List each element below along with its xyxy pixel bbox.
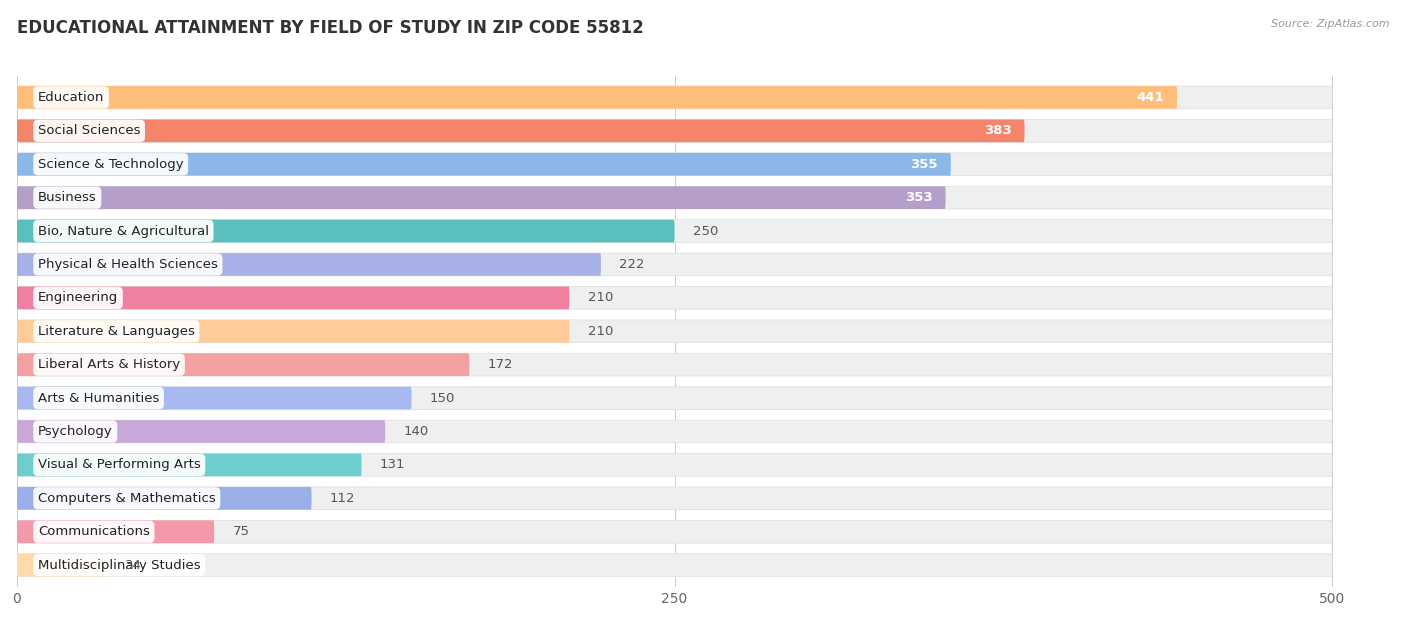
FancyBboxPatch shape xyxy=(17,186,1333,209)
Text: Social Sciences: Social Sciences xyxy=(38,124,141,138)
Text: Bio, Nature & Agricultural: Bio, Nature & Agricultural xyxy=(38,225,209,237)
FancyBboxPatch shape xyxy=(17,320,569,343)
FancyBboxPatch shape xyxy=(17,554,107,577)
Text: 34: 34 xyxy=(125,558,142,572)
Text: 441: 441 xyxy=(1136,91,1164,104)
FancyBboxPatch shape xyxy=(17,487,1333,510)
Text: Communications: Communications xyxy=(38,525,150,538)
FancyBboxPatch shape xyxy=(17,86,1333,109)
Text: EDUCATIONAL ATTAINMENT BY FIELD OF STUDY IN ZIP CODE 55812: EDUCATIONAL ATTAINMENT BY FIELD OF STUDY… xyxy=(17,19,644,37)
FancyBboxPatch shape xyxy=(17,554,1333,577)
FancyBboxPatch shape xyxy=(17,487,312,510)
FancyBboxPatch shape xyxy=(17,286,569,309)
FancyBboxPatch shape xyxy=(17,387,1333,410)
Text: Computers & Mathematics: Computers & Mathematics xyxy=(38,492,215,505)
Text: Physical & Health Sciences: Physical & Health Sciences xyxy=(38,258,218,271)
Text: 131: 131 xyxy=(380,458,405,471)
Text: Literature & Languages: Literature & Languages xyxy=(38,325,195,338)
Text: 112: 112 xyxy=(330,492,356,505)
Text: Arts & Humanities: Arts & Humanities xyxy=(38,392,159,404)
FancyBboxPatch shape xyxy=(17,253,1333,276)
FancyBboxPatch shape xyxy=(17,353,470,376)
Text: Science & Technology: Science & Technology xyxy=(38,158,184,171)
Text: 353: 353 xyxy=(905,191,932,204)
FancyBboxPatch shape xyxy=(17,454,361,476)
Text: Visual & Performing Arts: Visual & Performing Arts xyxy=(38,458,201,471)
FancyBboxPatch shape xyxy=(17,286,1333,309)
Text: 355: 355 xyxy=(910,158,938,171)
Text: 222: 222 xyxy=(619,258,645,271)
FancyBboxPatch shape xyxy=(17,454,1333,476)
Text: 150: 150 xyxy=(430,392,456,404)
FancyBboxPatch shape xyxy=(17,119,1333,142)
FancyBboxPatch shape xyxy=(17,119,1025,142)
FancyBboxPatch shape xyxy=(17,387,412,410)
Text: Education: Education xyxy=(38,91,104,104)
Text: Source: ZipAtlas.com: Source: ZipAtlas.com xyxy=(1271,19,1389,29)
Text: 250: 250 xyxy=(693,225,718,237)
FancyBboxPatch shape xyxy=(17,420,1333,443)
Text: Multidisciplinary Studies: Multidisciplinary Studies xyxy=(38,558,201,572)
FancyBboxPatch shape xyxy=(17,353,1333,376)
Text: Psychology: Psychology xyxy=(38,425,112,438)
FancyBboxPatch shape xyxy=(17,320,1333,343)
Text: 210: 210 xyxy=(588,292,613,304)
FancyBboxPatch shape xyxy=(17,521,214,543)
Text: Engineering: Engineering xyxy=(38,292,118,304)
FancyBboxPatch shape xyxy=(17,153,1333,175)
FancyBboxPatch shape xyxy=(17,220,1333,242)
Text: 383: 383 xyxy=(984,124,1011,138)
Text: Liberal Arts & History: Liberal Arts & History xyxy=(38,358,180,371)
FancyBboxPatch shape xyxy=(17,521,1333,543)
FancyBboxPatch shape xyxy=(17,220,675,242)
Text: 210: 210 xyxy=(588,325,613,338)
FancyBboxPatch shape xyxy=(17,253,600,276)
Text: Business: Business xyxy=(38,191,97,204)
Text: 140: 140 xyxy=(404,425,429,438)
FancyBboxPatch shape xyxy=(17,86,1177,109)
Text: 172: 172 xyxy=(488,358,513,371)
Text: 75: 75 xyxy=(232,525,250,538)
FancyBboxPatch shape xyxy=(17,420,385,443)
FancyBboxPatch shape xyxy=(17,153,950,175)
FancyBboxPatch shape xyxy=(17,186,946,209)
